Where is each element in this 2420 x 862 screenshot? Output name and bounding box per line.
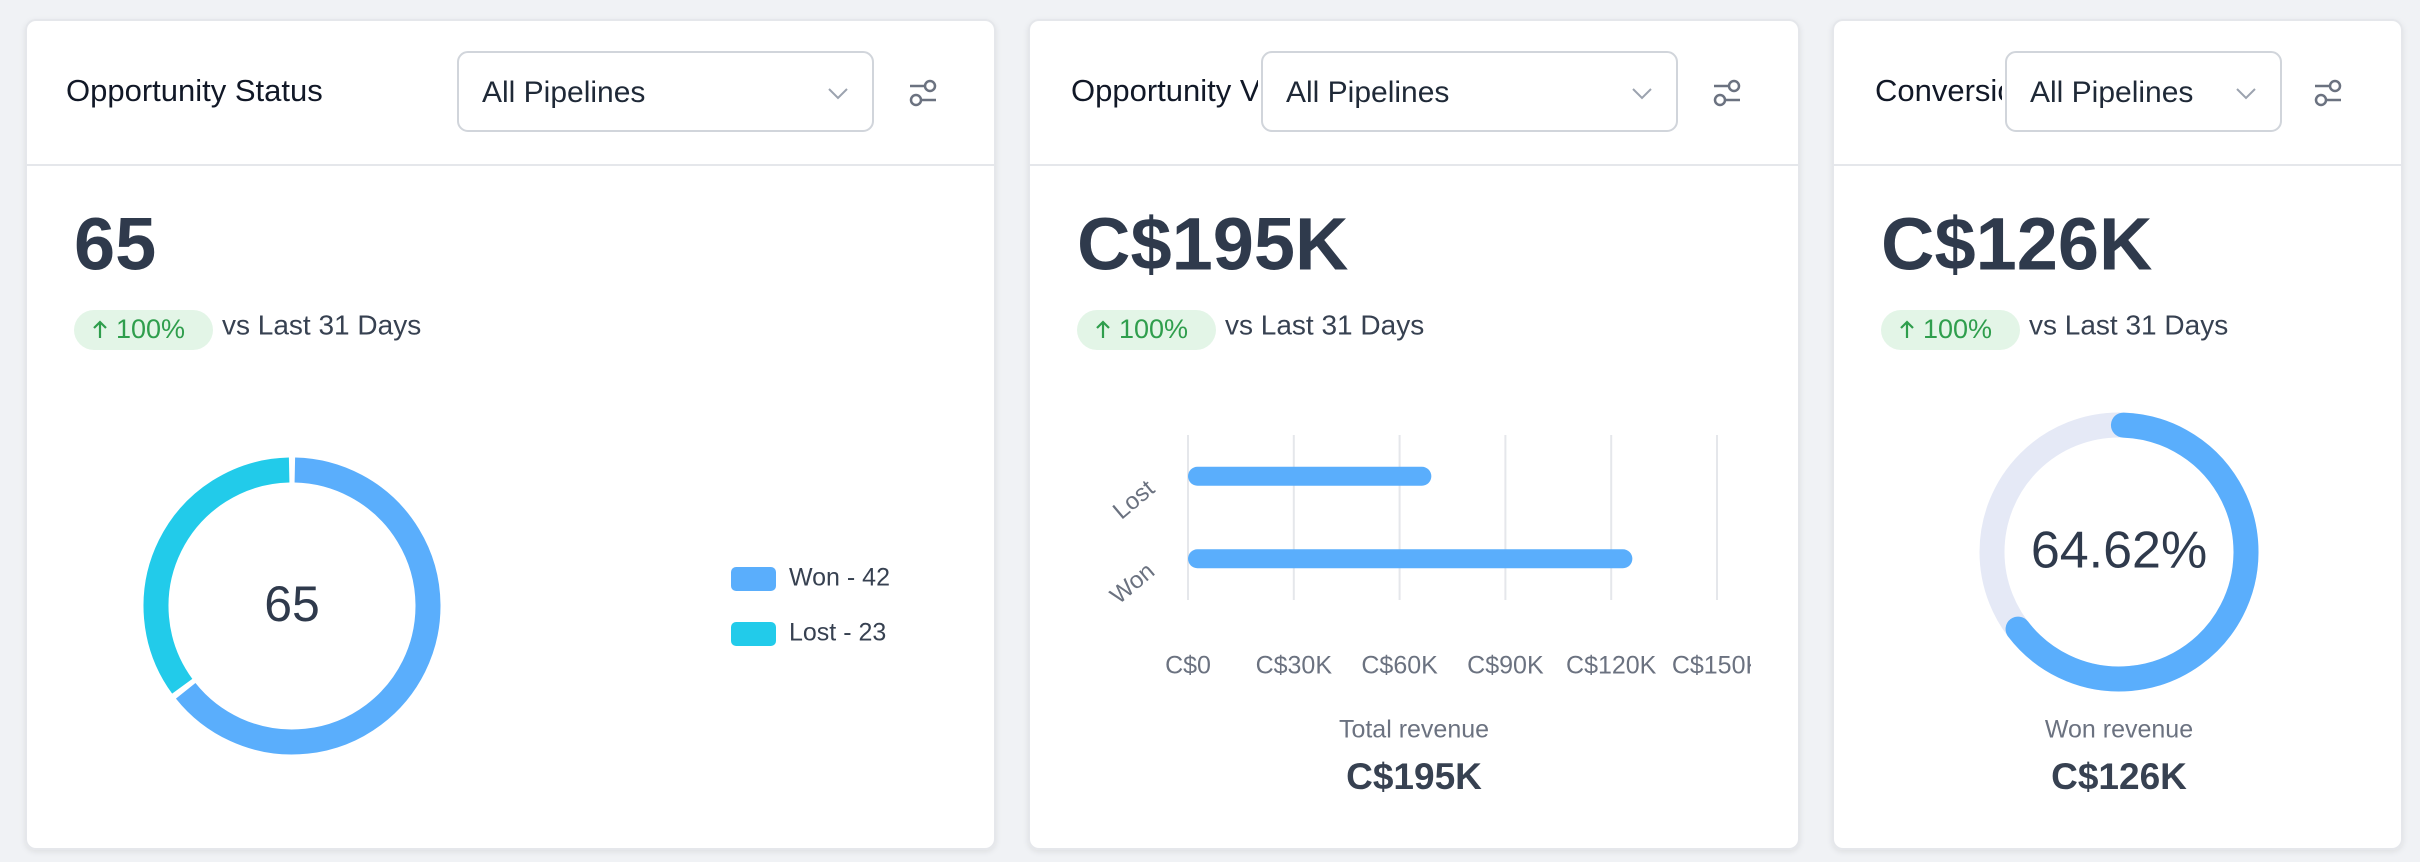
icon-knob <box>923 79 937 93</box>
comparison-text: vs Last 31 Days <box>222 309 421 340</box>
icon-knob <box>1727 79 1741 93</box>
pipeline-dropdown[interactable]: All Pipelines <box>457 51 874 132</box>
filter-button[interactable] <box>909 79 937 107</box>
change-value: 100% <box>1119 314 1188 344</box>
change-pill <box>1881 310 2020 350</box>
change-value: 100% <box>1923 314 1992 344</box>
card-title: Opportunity Status <box>66 73 323 108</box>
total-value: C$195K <box>1346 756 1482 797</box>
icon-knob <box>1713 93 1727 107</box>
pipeline-dropdown[interactable]: All Pipelines <box>2005 51 2282 132</box>
dropdown-label: All Pipelines <box>1286 76 1449 109</box>
dropdown-label: All Pipelines <box>482 76 645 109</box>
filter-button[interactable] <box>1713 79 1741 107</box>
dropdown-box <box>457 51 874 132</box>
gauge-arc <box>2005 412 2259 692</box>
metric-value: C$126K <box>1881 203 2153 286</box>
change-pill <box>1077 310 1216 350</box>
metric-value: C$195K <box>1077 203 1349 286</box>
icon-knob <box>909 93 923 107</box>
card <box>25 19 996 850</box>
donut-center-label: 65 <box>264 576 320 632</box>
legend-label: Won - 42 <box>789 564 890 592</box>
legend-swatch <box>731 567 776 591</box>
icon-knob <box>2328 79 2342 93</box>
x-tick-label: C$150K <box>1672 652 1763 680</box>
icon-knob <box>2314 93 2328 107</box>
x-tick-label: C$120K <box>1566 652 1657 680</box>
subtitle: Won revenue <box>2045 716 2193 744</box>
pipeline-dropdown[interactable]: All Pipelines <box>1261 51 1678 132</box>
up-arrow <box>1900 320 1914 338</box>
legend-swatch <box>731 622 776 646</box>
comparison-text: vs Last 31 Days <box>2029 309 2228 340</box>
dropdown-chevron <box>2236 88 2256 100</box>
donut-segment <box>175 457 441 755</box>
x-tick-label: C$0 <box>1165 652 1211 680</box>
up-arrow <box>1096 320 1110 338</box>
change-pill <box>74 310 213 350</box>
comparison-text: vs Last 31 Days <box>1225 309 1424 340</box>
card-title: Opportunity Value <box>1071 73 1317 108</box>
x-tick-label: C$60K <box>1361 652 1438 680</box>
dropdown-box <box>1261 51 1678 132</box>
x-tick-label: C$30K <box>1256 652 1333 680</box>
axis-label: Total revenue <box>1339 716 1489 744</box>
legend-label: Lost - 23 <box>789 619 886 647</box>
bar <box>1188 466 1432 486</box>
card <box>1028 19 1800 850</box>
total-value: C$126K <box>2051 756 2187 797</box>
dropdown-chevron <box>1632 88 1652 100</box>
dropdown-label: All Pipelines <box>2030 76 2193 109</box>
metric-value: 65 <box>74 203 156 286</box>
donut-segment <box>143 457 290 694</box>
x-tick-label: C$90K <box>1467 652 1544 680</box>
bar <box>1188 549 1633 569</box>
change-value: 100% <box>116 314 185 344</box>
gauge-label: 64.62% <box>2031 522 2207 580</box>
dropdown-box <box>2005 51 2282 132</box>
filter-button[interactable] <box>2314 79 2342 107</box>
card-title: Conversion Rate <box>1875 73 2106 108</box>
dropdown-chevron <box>828 88 848 100</box>
up-arrow <box>93 320 107 338</box>
